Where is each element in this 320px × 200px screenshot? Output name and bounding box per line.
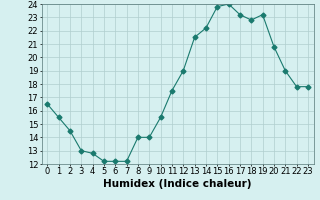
X-axis label: Humidex (Indice chaleur): Humidex (Indice chaleur) [103, 179, 252, 189]
